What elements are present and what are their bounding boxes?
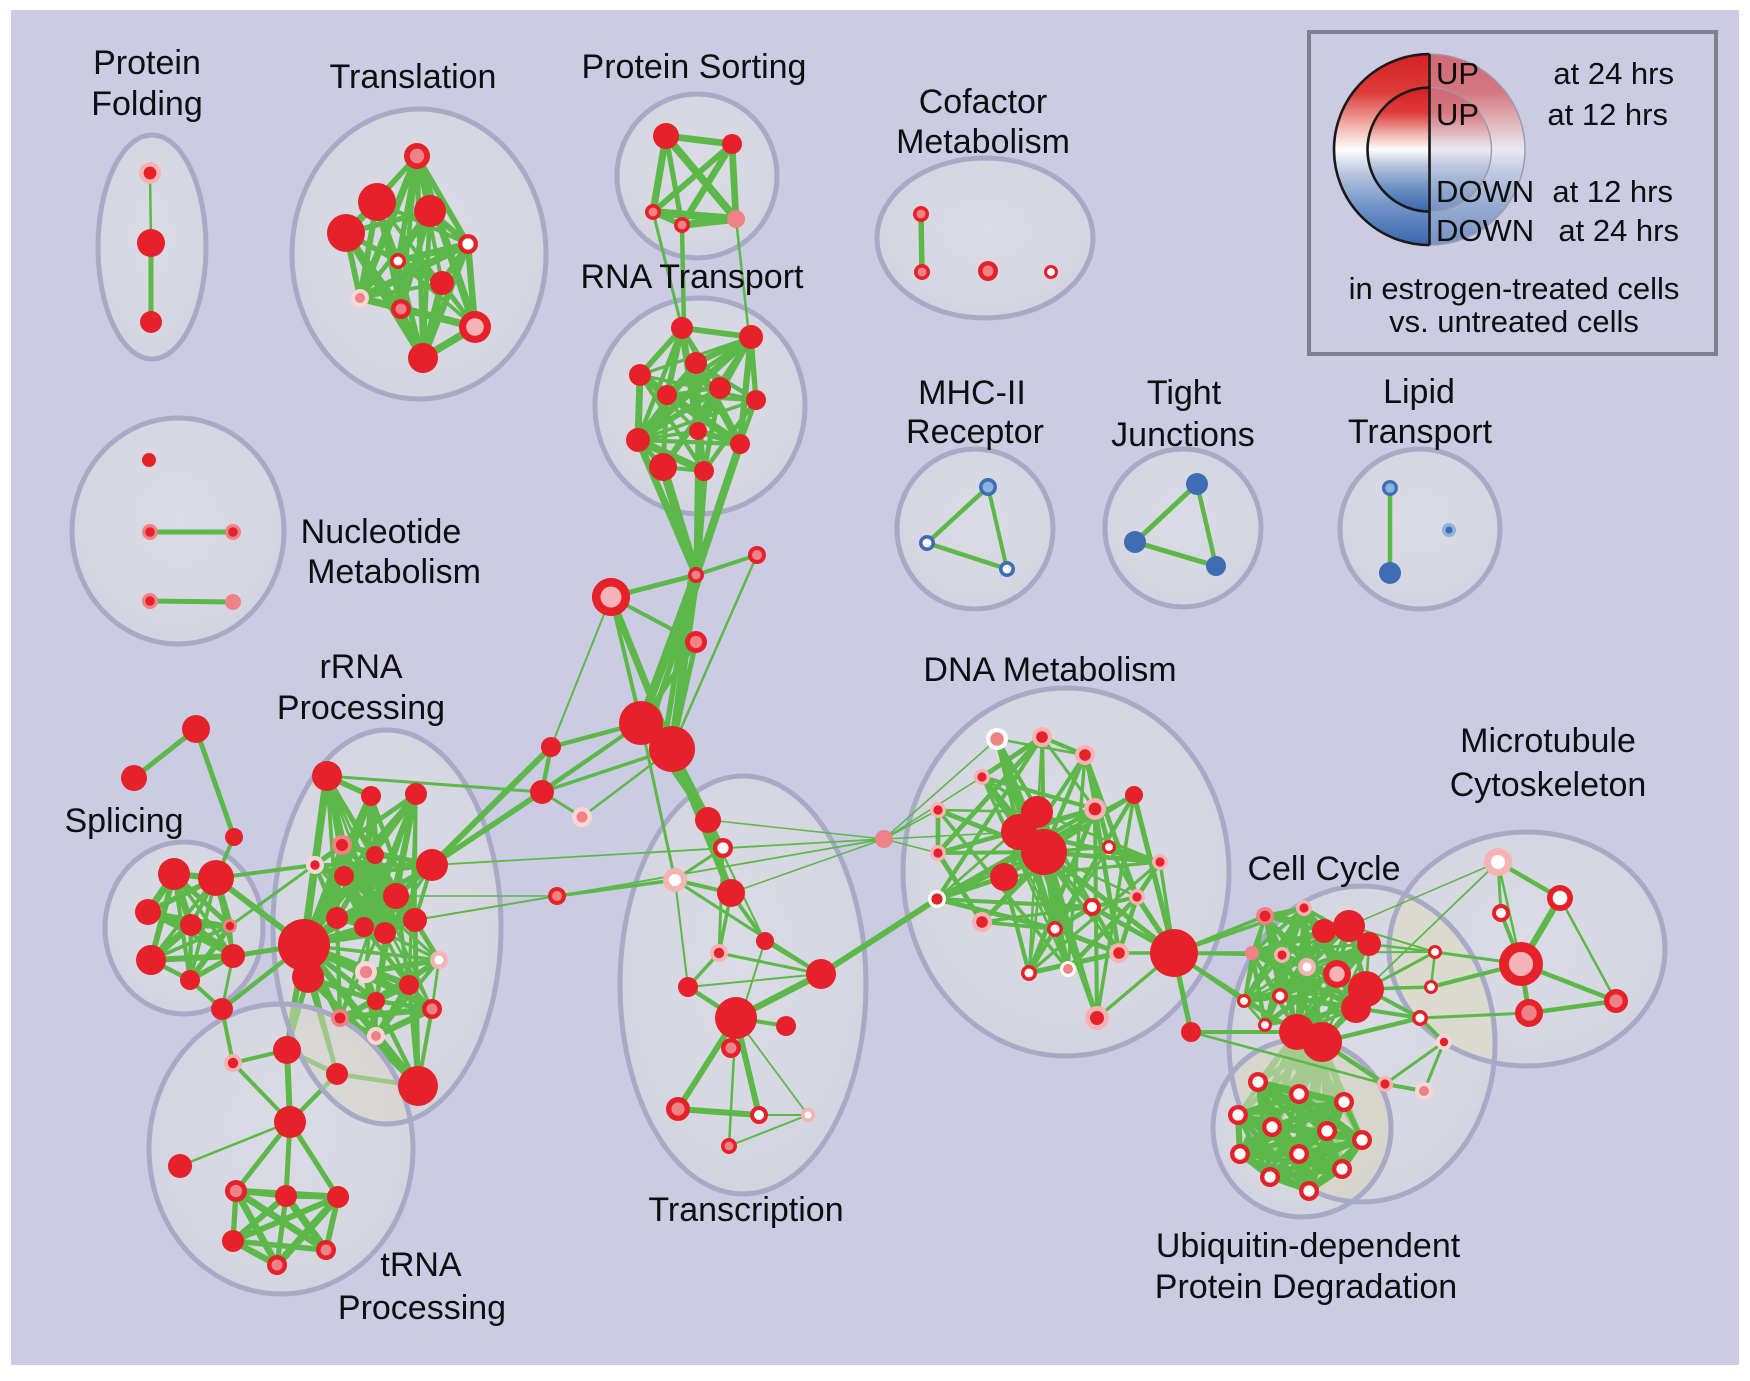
svg-text:Nucleotide: Nucleotide xyxy=(301,513,462,551)
svg-text:Tight: Tight xyxy=(1147,374,1222,412)
svg-text:vs. untreated cells: vs. untreated cells xyxy=(1389,304,1639,339)
svg-text:Metabolism: Metabolism xyxy=(896,123,1070,161)
svg-text:Metabolism: Metabolism xyxy=(307,553,481,591)
svg-text:Cytoskeleton: Cytoskeleton xyxy=(1450,766,1647,804)
svg-text:DOWN: DOWN xyxy=(1436,174,1534,209)
svg-text:Transcription: Transcription xyxy=(648,1191,843,1229)
svg-text:Protein: Protein xyxy=(93,44,201,82)
svg-text:Microtubule: Microtubule xyxy=(1460,722,1636,760)
svg-text:at 12 hrs: at 12 hrs xyxy=(1552,174,1673,209)
svg-text:Transport: Transport xyxy=(1348,413,1493,451)
svg-text:at 24 hrs: at 24 hrs xyxy=(1553,56,1674,91)
svg-text:MHC-II: MHC-II xyxy=(918,374,1026,412)
svg-text:UP: UP xyxy=(1436,97,1479,132)
svg-text:Folding: Folding xyxy=(91,85,203,123)
svg-text:at 12 hrs: at 12 hrs xyxy=(1547,97,1668,132)
svg-text:Splicing: Splicing xyxy=(64,802,183,840)
svg-text:at 24 hrs: at 24 hrs xyxy=(1558,213,1679,248)
svg-text:in estrogen-treated cells: in estrogen-treated cells xyxy=(1349,271,1680,306)
svg-text:Translation: Translation xyxy=(330,58,497,96)
svg-text:DOWN: DOWN xyxy=(1436,213,1534,248)
svg-text:tRNA: tRNA xyxy=(380,1246,462,1284)
svg-text:RNA Transport: RNA Transport xyxy=(581,258,805,296)
svg-text:rRNA: rRNA xyxy=(319,648,402,686)
svg-text:Ubiquitin-dependent: Ubiquitin-dependent xyxy=(1156,1227,1461,1265)
svg-text:Junctions: Junctions xyxy=(1111,416,1255,454)
svg-text:Protein Sorting: Protein Sorting xyxy=(582,48,807,86)
svg-text:Receptor: Receptor xyxy=(906,413,1044,451)
svg-text:Lipid: Lipid xyxy=(1383,373,1455,411)
svg-text:DNA Metabolism: DNA Metabolism xyxy=(923,651,1176,689)
svg-text:Processing: Processing xyxy=(277,689,445,727)
svg-text:Protein Degradation: Protein Degradation xyxy=(1155,1268,1457,1306)
svg-text:Processing: Processing xyxy=(338,1289,506,1327)
svg-text:UP: UP xyxy=(1436,56,1479,91)
svg-text:Cofactor: Cofactor xyxy=(919,83,1048,121)
svg-text:Cell Cycle: Cell Cycle xyxy=(1247,850,1400,888)
